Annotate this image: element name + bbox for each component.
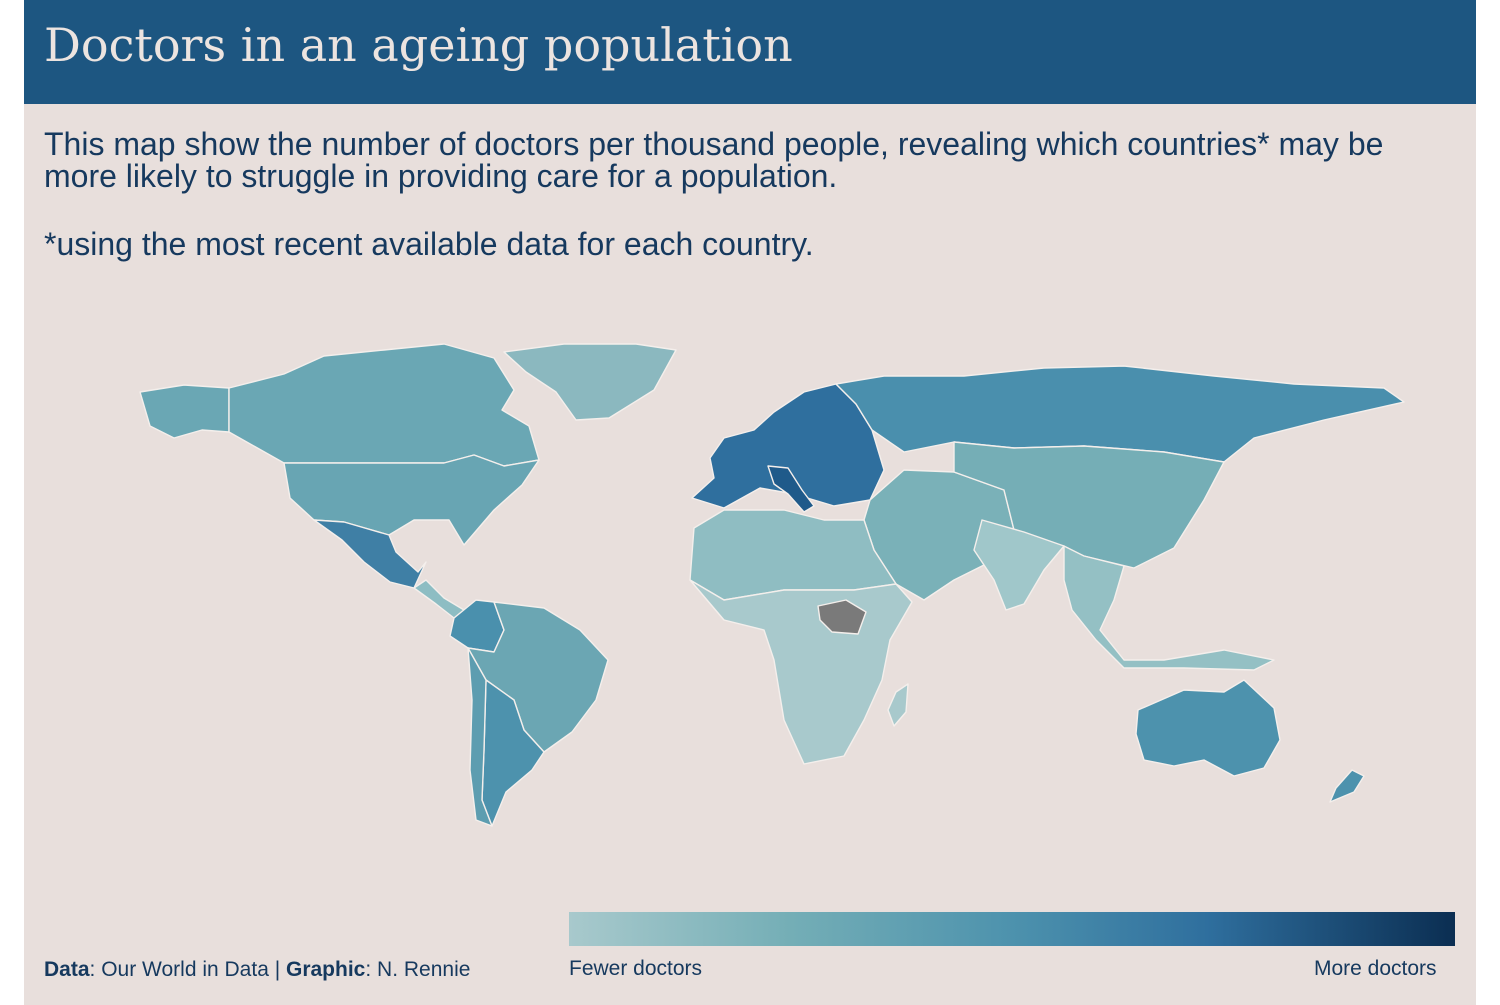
legend-gradient — [569, 912, 1455, 946]
footnote: *using the most recent available data fo… — [44, 226, 814, 262]
caption-data-value: : Our World in Data | — [89, 958, 286, 981]
region-south-sudan — [817, 599, 867, 635]
region-central-america — [413, 579, 465, 619]
world-map — [139, 343, 1405, 827]
region-china — [953, 441, 1225, 569]
region-chile — [467, 647, 493, 827]
region-new-zealand — [1329, 769, 1365, 803]
region-russia — [835, 365, 1405, 463]
title-banner: Doctors in an ageing population — [24, 0, 1476, 104]
map-subtitle: This map show the number of doctors per … — [44, 126, 1384, 194]
region-canada — [228, 343, 540, 467]
region-north-africa — [689, 509, 897, 601]
region-alaska — [139, 384, 230, 439]
map-title: Doctors in an ageing population — [44, 18, 793, 72]
region-india — [973, 519, 1065, 611]
region-mexico — [313, 519, 427, 589]
caption-graphic-label: Graphic — [286, 958, 366, 981]
legend-high-label: More doctors — [1314, 957, 1437, 980]
poster-panel: Doctors in an ageing population This map… — [24, 0, 1476, 1005]
region-italy — [767, 465, 815, 513]
region-sub-saharan-africa — [689, 579, 913, 765]
source-caption: Data: Our World in Data | Graphic: N. Re… — [44, 958, 470, 982]
region-greenland — [503, 343, 677, 421]
region-madagascar — [887, 683, 909, 727]
region-australia — [1135, 679, 1281, 777]
legend-low-label: Fewer doctors — [569, 957, 703, 980]
caption-data-label: Data — [44, 958, 90, 981]
region-southeast-asia — [1063, 545, 1275, 671]
caption-graphic-value: : N. Rennie — [365, 958, 471, 981]
region-united-states — [283, 454, 540, 546]
